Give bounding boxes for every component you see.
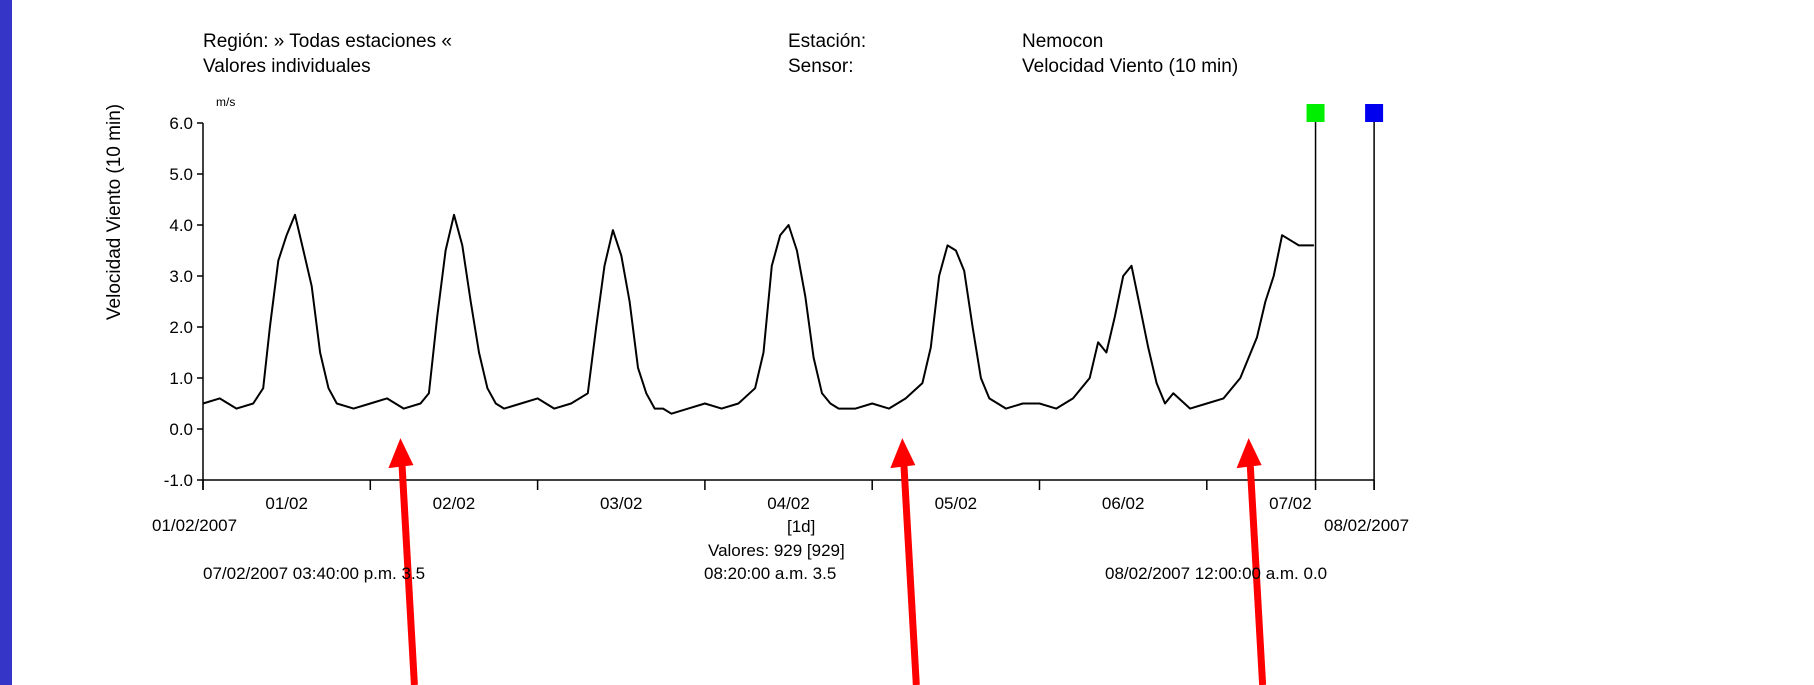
cursor-left-readout: 07/02/2007 03:40:00 p.m. 3.5: [203, 564, 426, 583]
y-tick-label: 4.0: [169, 216, 193, 235]
x-tick-label: 06/02: [1102, 494, 1145, 513]
y-axis: 6.0 5.0 4.0 3.0 2.0 1.0 0.0 -1.0: [164, 114, 204, 490]
arrow-head: [1236, 438, 1262, 469]
y-tick-label: 2.0: [169, 318, 193, 337]
cursor-right-readout: 08/02/2007 12:00:00 a.m. 0.0: [1105, 564, 1328, 583]
sensor-label: Sensor:: [788, 56, 854, 77]
x-tick-label: 04/02: [767, 494, 810, 513]
region-label: Región: » Todas estaciones «: [203, 31, 452, 52]
sensor-value: Velocidad Viento (10 min): [1022, 56, 1239, 77]
markers-layer: [1306, 104, 1384, 490]
y-unit-label: m/s: [216, 95, 235, 109]
station-label: Estación:: [788, 31, 867, 52]
marker-square-blue: [1365, 104, 1384, 122]
y-tick-label: -1.0: [164, 471, 193, 490]
arrow-shaft: [1246, 453, 1267, 685]
series-line: [202, 213, 1314, 415]
values-count: Valores: 929 [929]: [708, 541, 845, 560]
x-tick-label: 03/02: [600, 494, 643, 513]
y-tick-label: 0.0: [169, 420, 193, 439]
y-tick-label: 6.0: [169, 114, 193, 133]
arrow-shaft: [899, 453, 920, 685]
start-date: 01/02/2007: [152, 516, 238, 535]
y-tick-label: 3.0: [169, 267, 193, 286]
x-tick-label: 07/02: [1269, 494, 1312, 513]
station-value: Nemocon: [1022, 31, 1104, 52]
arrow-head: [388, 438, 414, 469]
annotation-arrows: [388, 438, 1267, 685]
end-date: 08/02/2007: [1324, 516, 1410, 535]
marker-square-green: [1306, 104, 1325, 122]
arrow-head: [890, 438, 916, 469]
x-axis: 01/02 02/02 03/02 04/02 05/02 06/02 07/02: [202, 479, 1375, 513]
y-tick-label: 5.0: [169, 165, 193, 184]
x-tick-label: 05/02: [935, 494, 978, 513]
series-layer: [202, 213, 1314, 415]
x-tick-label: 02/02: [433, 494, 476, 513]
arrow-shaft: [397, 453, 418, 685]
x-tick-label: 01/02: [265, 494, 308, 513]
y-axis-title: Velocidad Viento (10 min): [104, 104, 125, 320]
interval-label: [1d]: [787, 517, 816, 536]
values-label: Valores individuales: [203, 56, 371, 77]
y-tick-label: 1.0: [169, 369, 193, 388]
cursor-mid-readout: 08:20:00 a.m. 3.5: [704, 564, 837, 583]
